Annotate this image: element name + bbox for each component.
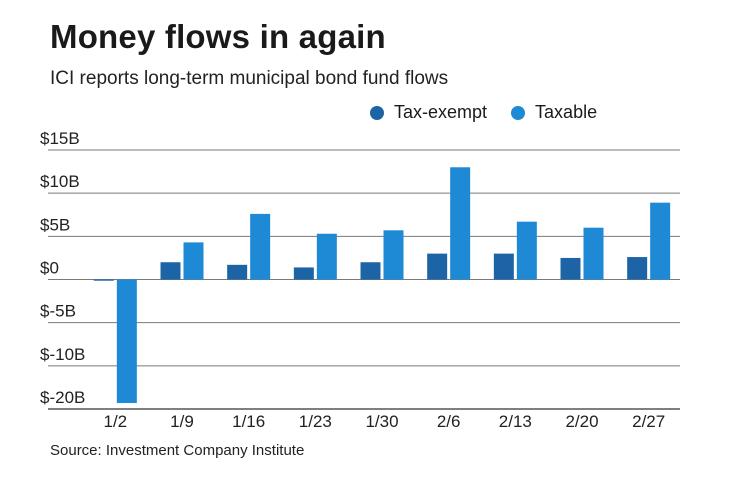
bar-taxable bbox=[116, 279, 137, 404]
chart-title: Money flows in again bbox=[50, 18, 386, 55]
bar-tax-exempt bbox=[360, 262, 381, 280]
x-tick-label: 1/2 bbox=[104, 412, 128, 431]
legend-swatch-taxable bbox=[511, 105, 526, 120]
bar-tax-exempt bbox=[293, 267, 314, 280]
bar-taxable bbox=[383, 230, 404, 280]
bar-tax-exempt bbox=[427, 253, 448, 280]
x-tick-label: 1/16 bbox=[232, 412, 265, 431]
legend-label-taxable: Taxable bbox=[535, 102, 598, 122]
y-tick-label: $10B bbox=[40, 172, 80, 191]
legend-item-taxable: Taxable bbox=[511, 102, 597, 123]
chart-subtitle: ICI reports long-term municipal bond fun… bbox=[50, 68, 449, 89]
chart-legend: Tax-exempt Taxable bbox=[370, 102, 611, 123]
bar-taxable bbox=[450, 167, 471, 280]
x-tick-label: 2/20 bbox=[565, 412, 598, 431]
legend-item-tax-exempt: Tax-exempt bbox=[370, 102, 487, 123]
x-tick-label: 1/23 bbox=[299, 412, 332, 431]
bar-tax-exempt bbox=[627, 257, 648, 280]
chart-source: Source: Investment Company Institute bbox=[50, 442, 305, 459]
y-tick-label: $-5B bbox=[40, 302, 76, 321]
bar-tax-exempt bbox=[560, 257, 581, 280]
bar-taxable bbox=[650, 202, 671, 280]
x-tick-label: 2/6 bbox=[437, 412, 461, 431]
bar-tax-exempt bbox=[493, 253, 514, 280]
bar-taxable bbox=[516, 221, 537, 280]
bar-tax-exempt bbox=[160, 262, 181, 280]
y-tick-label: $0 bbox=[40, 259, 59, 278]
x-tick-label: 1/9 bbox=[170, 412, 194, 431]
legend-label-tax-exempt: Tax-exempt bbox=[394, 102, 488, 122]
bar-taxable bbox=[583, 227, 604, 280]
bar-taxable bbox=[316, 233, 337, 280]
bar-tax-exempt bbox=[227, 264, 248, 280]
x-tick-label: 2/13 bbox=[499, 412, 532, 431]
bar-tax-exempt bbox=[93, 279, 114, 281]
x-tick-label: 2/27 bbox=[632, 412, 665, 431]
y-tick-label: $-10B bbox=[40, 345, 85, 364]
x-tick-label: 1/30 bbox=[365, 412, 398, 431]
y-tick-label: $15B bbox=[40, 129, 80, 148]
legend-swatch-tax-exempt bbox=[370, 105, 384, 120]
bar-taxable bbox=[183, 242, 204, 280]
y-tick-label: $-20B bbox=[40, 388, 85, 407]
bar-taxable bbox=[250, 213, 271, 280]
y-tick-label: $5B bbox=[40, 215, 70, 234]
